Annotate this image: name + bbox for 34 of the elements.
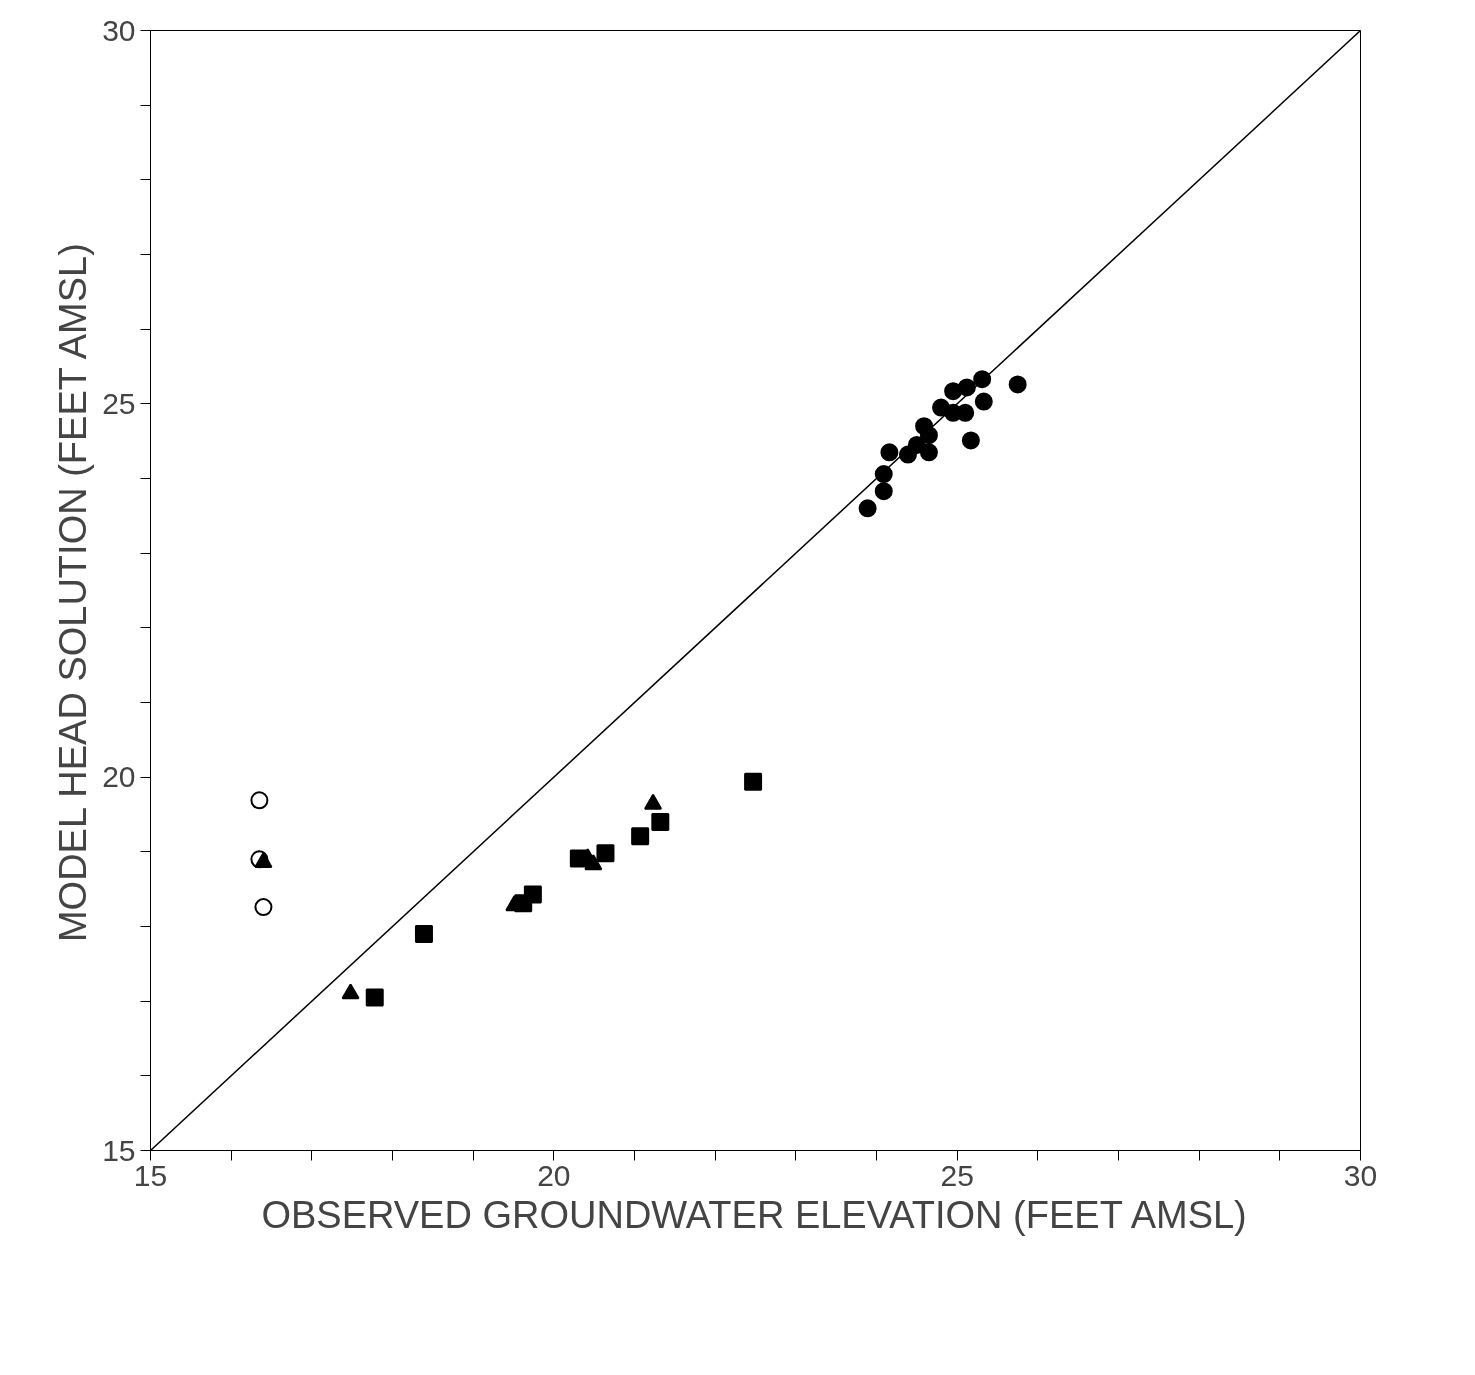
point	[858, 499, 877, 518]
point	[569, 849, 588, 868]
x-tick-label: 30	[1343, 1158, 1378, 1192]
point	[874, 482, 893, 501]
y-tick-label: 20	[102, 760, 136, 794]
y-tick-label: 25	[102, 386, 136, 420]
point	[880, 443, 899, 462]
point	[254, 898, 273, 917]
x-tick-label: 15	[133, 1158, 168, 1192]
point	[414, 924, 433, 943]
x-tick-label: 25	[940, 1158, 974, 1192]
point	[974, 392, 993, 411]
point	[1008, 375, 1027, 394]
y-tick-label: 15	[102, 1133, 136, 1167]
point	[523, 885, 542, 904]
point	[341, 983, 360, 1000]
x-axis-title: OBSERVED GROUNDWATER ELEVATION (FEET AMSL)	[261, 1193, 1247, 1236]
point	[254, 852, 273, 868]
point	[596, 844, 615, 863]
point	[973, 370, 992, 389]
x-tick-label: 20	[537, 1158, 571, 1192]
point	[874, 465, 893, 483]
point	[651, 812, 670, 831]
y-tick-label: 30	[102, 13, 136, 47]
point	[365, 988, 384, 1007]
point	[250, 791, 269, 810]
point	[744, 772, 763, 791]
y-axis-title: MODEL HEAD SOLUTION (FEET AMSL)	[52, 243, 95, 943]
point	[919, 443, 938, 462]
point	[631, 827, 650, 846]
point	[584, 854, 603, 871]
point	[961, 431, 980, 450]
point	[957, 378, 976, 397]
point	[915, 417, 934, 436]
